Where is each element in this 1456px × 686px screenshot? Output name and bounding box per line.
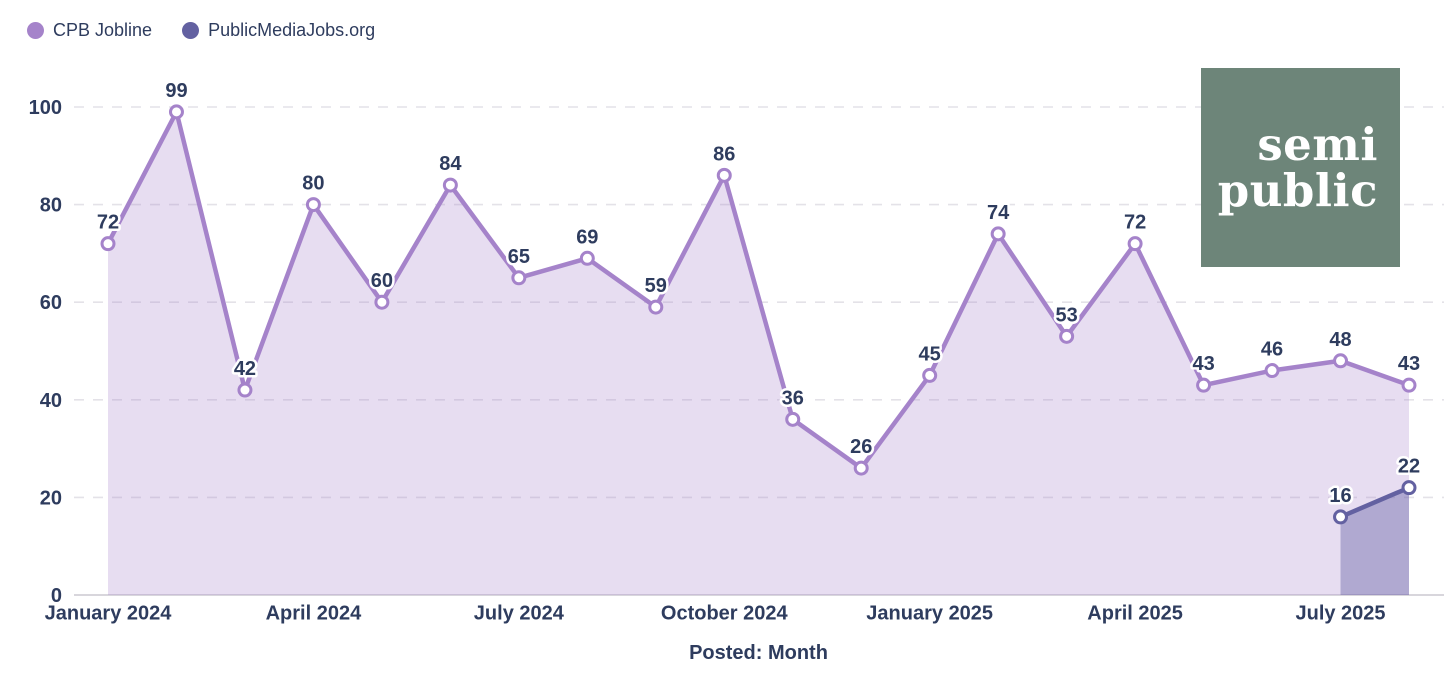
data-point-label-cpb-jobline: 86 — [713, 143, 735, 165]
legend-swatch-publicmediajobs — [182, 22, 200, 39]
data-point-label-cpb-jobline: 43 — [1398, 353, 1420, 375]
data-point-marker-cpb-jobline — [511, 270, 527, 286]
data-point-label-cpb-jobline: 60 — [371, 270, 393, 292]
data-point-marker-cpb-jobline — [922, 367, 938, 383]
data-point-marker-cpb-jobline — [1333, 353, 1349, 369]
data-point-label-cpb-jobline: 26 — [850, 436, 872, 458]
data-point-label-cpb-jobline: 74 — [987, 202, 1010, 224]
legend-label-publicmediajobs: PublicMediaJobs.org — [208, 20, 376, 40]
data-point-label-cpb-jobline: 59 — [645, 275, 667, 297]
data-point-marker-cpb-jobline — [1401, 377, 1417, 393]
data-point-label-cpb-jobline: 72 — [1124, 212, 1146, 234]
data-point-marker-cpb-jobline — [168, 104, 184, 120]
data-point-marker-cpb-jobline — [305, 197, 321, 213]
data-point-marker-cpb-jobline — [990, 226, 1006, 242]
legend-item-cpb-jobline: CPB Jobline — [27, 20, 152, 41]
data-point-marker-cpb-jobline — [1059, 328, 1075, 344]
data-point-label-cpb-jobline: 46 — [1261, 339, 1283, 361]
legend-label-cpb-jobline: CPB Jobline — [53, 20, 153, 40]
data-point-marker-cpb-jobline — [442, 177, 458, 193]
data-point-marker-cpb-jobline — [648, 299, 664, 315]
data-point-marker-cpb-jobline — [785, 411, 801, 427]
data-point-marker-cpb-jobline — [1196, 377, 1212, 393]
y-tick-label: 40 — [40, 390, 62, 412]
data-point-label-cpb-jobline: 84 — [439, 153, 462, 175]
data-point-marker-cpb-jobline — [237, 382, 253, 398]
semipublic-logo: semi public — [1201, 68, 1400, 267]
data-point-label-cpb-jobline: 42 — [234, 358, 256, 380]
x-axis-title: Posted: Month — [689, 642, 828, 664]
data-point-marker-publicmediajobs — [1401, 480, 1417, 496]
data-point-label-publicmediajobs: 16 — [1329, 485, 1351, 507]
series-area-publicmediajobs — [1340, 487, 1409, 595]
x-tick-label: April 2025 — [1087, 603, 1183, 625]
data-point-marker-cpb-jobline — [1264, 363, 1280, 379]
data-point-marker-publicmediajobs — [1333, 509, 1349, 525]
legend-swatch-cpb-jobline — [27, 22, 44, 39]
x-tick-label: January 2024 — [45, 603, 173, 625]
data-point-label-cpb-jobline: 72 — [97, 212, 119, 234]
data-point-label-cpb-jobline: 69 — [576, 226, 598, 248]
data-point-label-cpb-jobline: 80 — [302, 173, 324, 195]
y-tick-label: 0 — [51, 585, 62, 607]
data-point-label-publicmediajobs: 22 — [1398, 456, 1420, 478]
data-point-label-cpb-jobline: 53 — [1056, 304, 1078, 326]
logo-word-semi: semi — [1257, 117, 1378, 171]
y-tick-label: 80 — [40, 195, 62, 217]
x-tick-label: July 2024 — [474, 603, 565, 625]
x-tick-label: January 2025 — [866, 603, 993, 625]
x-tick-label: July 2025 — [1295, 603, 1385, 625]
y-tick-label: 60 — [40, 292, 62, 314]
series-area-cpb-jobline — [108, 111, 1409, 595]
data-point-marker-cpb-jobline — [100, 236, 116, 252]
data-point-label-cpb-jobline: 99 — [165, 80, 187, 102]
series-line-cpb-jobline — [105, 109, 1412, 471]
legend-item-publicmediajobs: PublicMediaJobs.org — [182, 20, 375, 41]
data-point-marker-cpb-jobline — [374, 294, 390, 310]
data-point-marker-cpb-jobline — [716, 167, 732, 183]
data-point-label-cpb-jobline: 45 — [919, 343, 941, 365]
data-point-marker-cpb-jobline — [579, 250, 595, 266]
legend: CPB Jobline PublicMediaJobs.org — [27, 20, 375, 41]
x-tick-label: April 2024 — [266, 603, 362, 625]
data-point-marker-cpb-jobline — [1127, 236, 1143, 252]
data-point-label-cpb-jobline: 43 — [1192, 353, 1214, 375]
data-point-label-cpb-jobline: 65 — [508, 246, 530, 268]
y-tick-label: 100 — [29, 97, 62, 119]
logo-word-public: public — [1217, 163, 1378, 217]
series-line-publicmediajobs — [1338, 485, 1412, 520]
x-tick-label: October 2024 — [661, 603, 789, 625]
data-point-marker-cpb-jobline — [853, 460, 869, 476]
data-point-label-cpb-jobline: 36 — [782, 387, 804, 409]
y-tick-label: 20 — [40, 487, 62, 509]
data-point-label-cpb-jobline: 48 — [1329, 329, 1351, 351]
